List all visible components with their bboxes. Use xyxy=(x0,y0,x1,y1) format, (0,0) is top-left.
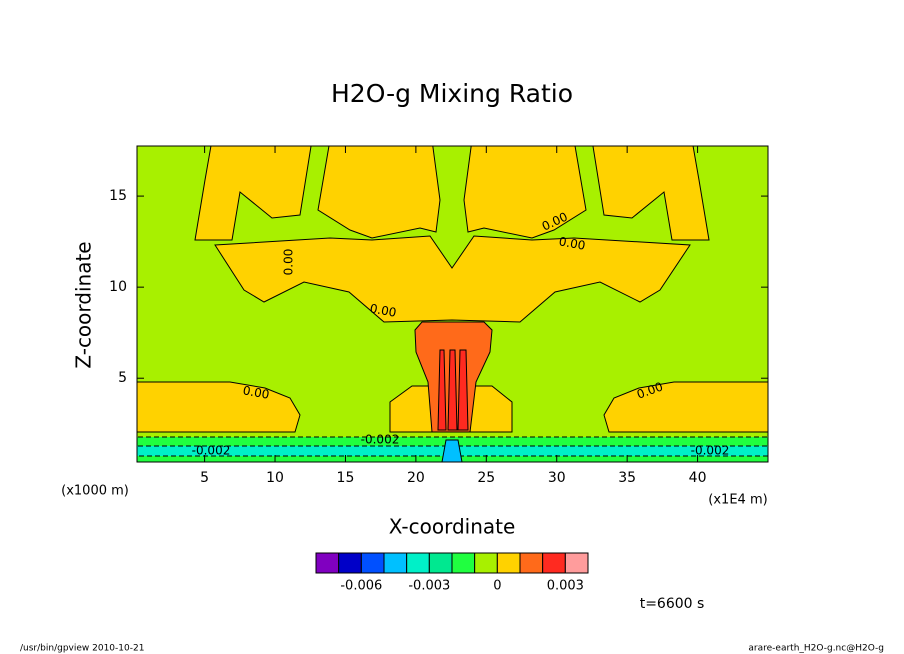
x-tick-label: 35 xyxy=(618,470,636,486)
contour-label: 0.00 xyxy=(558,234,587,252)
colorbar-box xyxy=(406,552,430,574)
contour-region xyxy=(603,381,768,433)
colorbar-box xyxy=(564,552,589,574)
contour-label: -0.002 xyxy=(361,433,400,447)
x-tick-label: 15 xyxy=(337,470,355,486)
contour-label: 0.00 xyxy=(369,301,398,319)
contour-region xyxy=(437,349,447,431)
colorbar-box xyxy=(338,552,362,574)
colorbar-box xyxy=(315,552,340,574)
contour-label: -0.002 xyxy=(192,444,231,458)
contour-region xyxy=(463,146,587,239)
contour-region xyxy=(592,146,710,241)
contour-label: 0.00 xyxy=(242,383,271,401)
colorbar-tick-label: -0.003 xyxy=(408,579,450,594)
colorbar-tick-label: 0.003 xyxy=(547,579,584,594)
x-tick-label: 20 xyxy=(407,470,425,486)
contour-label: 0.00 xyxy=(282,249,296,276)
annotation: t=6600 s xyxy=(640,596,705,612)
colorbar-tick-label: -0.006 xyxy=(340,579,382,594)
contour-region xyxy=(441,439,463,462)
contour-region xyxy=(447,349,458,431)
colorbar-box xyxy=(496,552,521,574)
colorbar-box xyxy=(360,552,385,574)
y-tick-label: 15 xyxy=(109,188,127,204)
contour-label: -0.002 xyxy=(691,444,730,458)
x-tick-label: 25 xyxy=(477,470,495,486)
x-tick-label: 10 xyxy=(266,470,284,486)
colorbar-box xyxy=(428,552,453,574)
chart-title: H2O-g Mixing Ratio xyxy=(331,79,573,108)
x-tick-label: 5 xyxy=(200,470,209,486)
plot-area: 0.000.000.00 0.000.000.00-0.002-0.002-0.0… xyxy=(137,146,768,462)
y-axis-label: Z-coordinate xyxy=(72,241,96,368)
x-tick-label: 30 xyxy=(548,470,566,486)
contour-region xyxy=(194,146,312,241)
contour-region xyxy=(317,146,441,239)
contour-region xyxy=(214,235,691,323)
colorbar-box xyxy=(451,552,476,574)
y-tick-label: 5 xyxy=(118,370,127,386)
colorbar-box xyxy=(383,552,408,574)
contour-region xyxy=(457,349,469,431)
x-axis-label: X-coordinate xyxy=(389,515,516,539)
colorbar-tick-label: 0 xyxy=(493,579,501,594)
colorbar-box xyxy=(474,552,498,574)
contour-region xyxy=(137,381,301,433)
footer: arare-earth_H2O-g.nc@H2O-g xyxy=(748,644,884,654)
x-tick-label: 40 xyxy=(689,470,707,486)
plot-frame xyxy=(136,145,769,463)
x-unit-label: (x1000 m) xyxy=(61,484,129,499)
colorbar-box xyxy=(542,552,566,574)
colorbar-box xyxy=(519,552,544,574)
footer: /usr/bin/gpview 2010-10-21 xyxy=(20,644,144,654)
x-unit-label: (x1E4 m) xyxy=(708,493,767,508)
y-tick-label: 10 xyxy=(109,279,127,295)
